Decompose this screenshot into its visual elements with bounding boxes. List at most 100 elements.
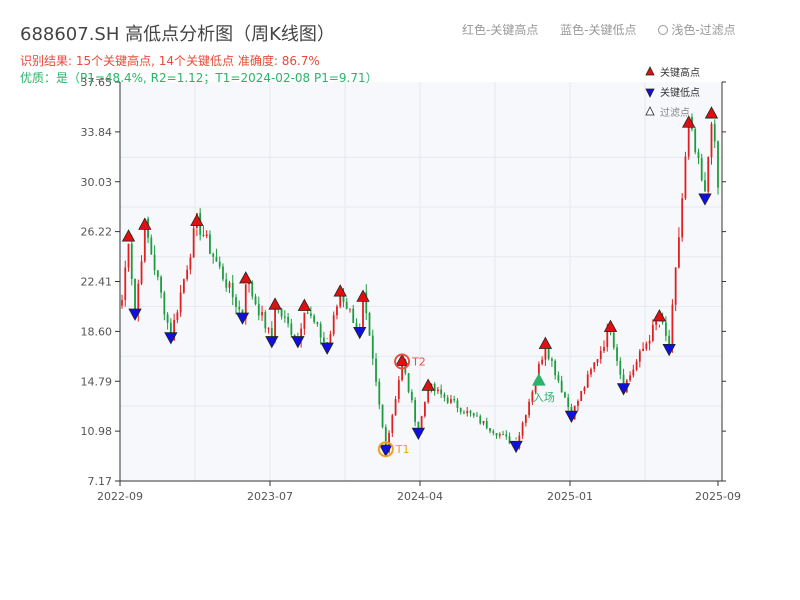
candle-body: [381, 404, 384, 428]
y-tick-label: 33.84: [81, 126, 113, 139]
candle-body: [179, 292, 182, 313]
legend-red-text: 红色-关键高点: [462, 23, 539, 37]
low-point-marker: [509, 440, 523, 454]
candle-body: [121, 300, 123, 306]
candle-body: [267, 328, 270, 330]
low-point-marker: [291, 336, 305, 349]
candle-body: [254, 296, 257, 305]
candle-body: [466, 410, 469, 414]
candle-body: [375, 358, 377, 382]
top-legend: 红色-关键高点 蓝色-关键低点 浅色-过滤点: [462, 21, 754, 38]
candle-body: [616, 347, 618, 361]
candle-body: [306, 312, 309, 314]
candle-body: [655, 321, 658, 325]
candle-body: [160, 276, 162, 293]
candle-body: [544, 348, 547, 360]
candle-body: [235, 297, 237, 307]
candle-body: [528, 401, 531, 416]
high-point-marker: [138, 217, 152, 230]
candle-body: [248, 282, 250, 285]
candle-body: [137, 283, 140, 314]
legend-low-label: 关键低点: [660, 86, 700, 99]
candle-body: [502, 434, 504, 436]
candle-body: [355, 323, 358, 328]
candle-body: [287, 317, 289, 324]
candle-body: [674, 267, 677, 305]
low-point-marker: [235, 312, 250, 325]
candle-body: [437, 389, 439, 392]
t2-label: T2: [411, 355, 426, 368]
candle-body: [150, 237, 153, 255]
candle-body: [274, 308, 276, 341]
x-tick-label: 2022-09: [97, 490, 143, 503]
candle-body: [283, 316, 286, 318]
candle-body: [414, 399, 417, 422]
high-point-marker: [239, 271, 253, 284]
t1-circle: [377, 441, 394, 458]
candle-body: [479, 416, 482, 424]
candle-body: [163, 292, 166, 315]
candle-body: [632, 369, 635, 376]
candle-body: [345, 301, 348, 309]
candle-body: [433, 383, 436, 392]
candle-body: [681, 198, 684, 238]
candle-body: [290, 323, 293, 335]
high-point-marker: [190, 213, 204, 226]
high-point-marker: [704, 106, 719, 119]
candle-body: [651, 324, 654, 341]
candle-body: [642, 348, 644, 352]
candle-body: [417, 421, 420, 434]
low-point-marker: [128, 308, 142, 321]
candle-body: [700, 158, 703, 181]
candle-body: [173, 320, 176, 340]
high-point-marker: [268, 297, 282, 310]
candle-body: [238, 306, 241, 310]
legend-light-text: 浅色-过滤点: [671, 23, 736, 37]
candle-body: [280, 308, 283, 317]
candle-body: [339, 292, 342, 307]
candle-body: [264, 311, 267, 329]
candle-body: [560, 380, 563, 393]
y-tick-label: 37.65: [81, 76, 113, 89]
candle-body: [130, 243, 133, 279]
candle-body: [420, 416, 423, 434]
candle-body: [378, 381, 381, 405]
candle-body: [554, 360, 557, 376]
candle-body: [401, 359, 403, 381]
candle-body: [717, 141, 719, 188]
candle-body: [446, 397, 449, 403]
legend-filtered-marker: [645, 106, 655, 116]
candle-body: [482, 420, 485, 424]
candle-body: [710, 123, 713, 158]
legend-high-label: 关键高点: [660, 66, 700, 79]
candle-body: [166, 314, 169, 323]
y-tick-label: 7.17: [88, 475, 113, 488]
candle-body: [124, 267, 127, 301]
low-point-marker: [265, 336, 279, 349]
candle-body: [423, 402, 426, 417]
candle-body: [463, 412, 465, 414]
entry-label: 入场: [533, 390, 555, 404]
x-tick-label: 2023-07: [247, 490, 293, 503]
high-point-marker: [652, 309, 667, 322]
high-point-marker: [421, 378, 435, 391]
high-point-marker: [121, 229, 136, 242]
result-subtitle: 识别结果: 15个关键高点, 14个关键低点 准确度: 86.7%: [20, 54, 320, 68]
candle-body: [694, 129, 697, 153]
candle-body: [384, 427, 387, 453]
candle-body: [508, 436, 511, 444]
candle-body: [404, 359, 407, 374]
candle-body: [541, 359, 544, 364]
candle-body: [586, 374, 589, 388]
candle-body: [323, 337, 325, 343]
candle-body: [668, 335, 671, 349]
candle-body: [140, 261, 143, 284]
candle-body: [645, 343, 648, 349]
candle-body: [443, 394, 446, 398]
candle-body: [489, 428, 491, 432]
candle-body: [638, 351, 641, 362]
candle-body: [303, 312, 306, 329]
candle-body: [261, 311, 263, 316]
candle-body: [603, 346, 605, 351]
